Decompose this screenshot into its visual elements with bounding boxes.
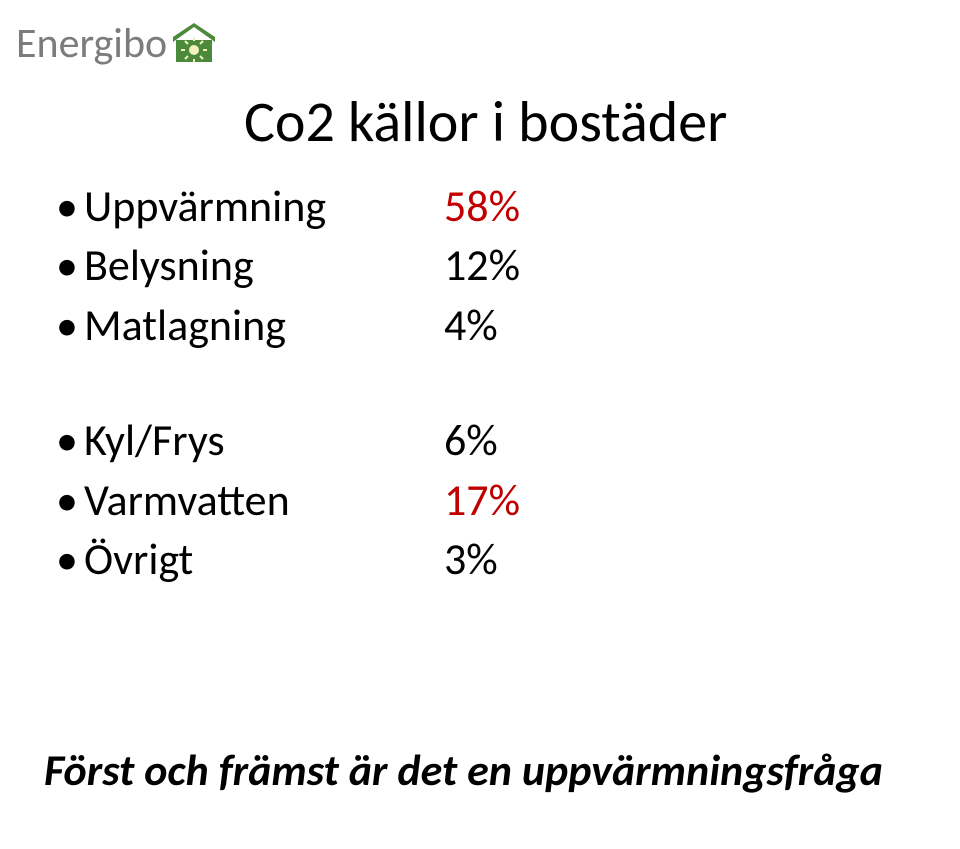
list-item: Varmvatten17% [44, 471, 916, 530]
item-label: Kyl/Frys [84, 411, 444, 470]
item-label: Belysning [84, 236, 444, 295]
list-item: Matlagning4% [44, 296, 916, 355]
list-item: Övrigt3% [44, 530, 916, 589]
slide-title: Co2 källor i bostäder [44, 86, 916, 157]
item-value: 12% [444, 236, 520, 295]
slide-footer: Först och främst är det en uppvärmningsf… [44, 743, 883, 797]
item-label: Varmvatten [84, 471, 444, 530]
list-item: Uppvärmning58% [44, 177, 916, 236]
item-label: Matlagning [84, 296, 444, 355]
item-value: 6% [444, 411, 498, 470]
list-spacer [44, 355, 916, 411]
brand-logo: Energibo [16, 18, 215, 69]
list-item: Belysning12% [44, 236, 916, 295]
brand-name: Energibo [16, 18, 167, 69]
list-item: Kyl/Frys6% [44, 411, 916, 470]
item-value: 3% [444, 530, 498, 589]
item-label: Övrigt [84, 530, 444, 589]
item-list: Uppvärmning58%Belysning12%Matlagning4%Ky… [44, 177, 916, 589]
item-value: 17% [444, 471, 520, 530]
house-sun-icon [173, 23, 215, 65]
item-label: Uppvärmning [84, 177, 444, 236]
item-value: 4% [444, 296, 498, 355]
item-value: 58% [444, 177, 520, 236]
slide-content: Co2 källor i bostäder Uppvärmning58%Bely… [0, 86, 960, 589]
